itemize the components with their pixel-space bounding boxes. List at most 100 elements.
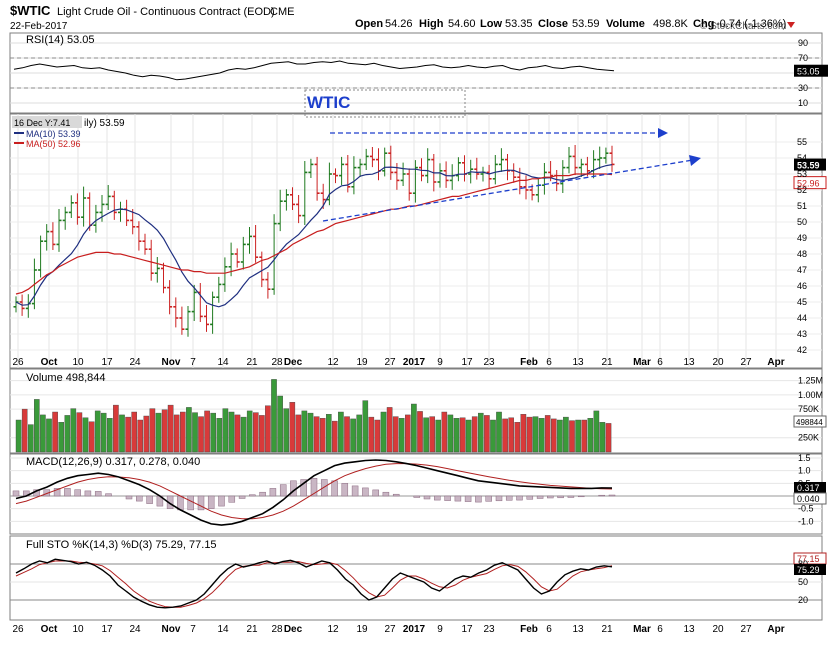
volume-bar bbox=[131, 411, 138, 453]
price-layer: 53.59 52.96 bbox=[13, 145, 827, 337]
ma10-legend: MA(10) 53.39 bbox=[26, 129, 81, 139]
macd-histogram-bar bbox=[105, 493, 112, 497]
volume-label: Volume bbox=[606, 18, 645, 30]
x-tick-label-bottom: 26 bbox=[12, 624, 24, 635]
x-tick-label-bottom: 7 bbox=[190, 624, 196, 635]
macd-histogram-bar bbox=[12, 490, 20, 497]
price-tick-label: 51 bbox=[797, 201, 807, 211]
macd-histogram-bar bbox=[249, 494, 256, 497]
volume-bar bbox=[508, 417, 515, 453]
sto-k-label: 75.29 bbox=[797, 565, 820, 575]
macd-tick-label: 1.0 bbox=[798, 466, 811, 476]
macd-histogram-bar bbox=[279, 484, 287, 497]
volume-bar bbox=[356, 414, 363, 453]
volume-bar bbox=[453, 418, 460, 453]
x-tick-label: Nov bbox=[162, 357, 181, 368]
low-label: Low bbox=[480, 18, 502, 30]
ma50-price-marker bbox=[793, 176, 827, 190]
tooltip-box bbox=[12, 116, 82, 128]
volume-bar bbox=[119, 414, 125, 453]
volume-bar bbox=[234, 414, 241, 453]
watermark: © StockCharts.com bbox=[700, 21, 786, 32]
volume-bar bbox=[307, 412, 314, 453]
macd-histogram-bar bbox=[475, 495, 482, 503]
x-tick-label-bottom: 9 bbox=[437, 624, 443, 635]
instrument-name: Light Crude Oil - Continuous Contract (E… bbox=[57, 6, 275, 18]
volume-bar bbox=[149, 408, 156, 453]
x-tick-label: Feb bbox=[520, 357, 538, 368]
price-tick-label: 47 bbox=[797, 265, 807, 275]
sto-k-line bbox=[15, 558, 613, 609]
close-price-label: 53.59 bbox=[797, 161, 820, 171]
sto-panel bbox=[9, 535, 823, 621]
x-tick-label: Dec bbox=[284, 357, 303, 368]
macd-histogram-bar bbox=[495, 495, 503, 502]
volume-bar bbox=[106, 418, 113, 453]
chart-header: $WTIC Light Crude Oil - Continuous Contr… bbox=[10, 3, 795, 32]
volume-bar bbox=[192, 412, 198, 453]
volume-bar bbox=[551, 418, 557, 453]
volume-value: 498.8K bbox=[653, 18, 689, 30]
x-tick-label: 23 bbox=[483, 357, 495, 368]
volume-bar bbox=[240, 416, 247, 453]
volume-bar bbox=[593, 410, 600, 453]
volume-bar bbox=[350, 418, 356, 453]
macd-histogram-bar bbox=[94, 491, 102, 497]
x-tick-label: 27 bbox=[740, 357, 752, 368]
x-tick-label: 10 bbox=[72, 357, 84, 368]
x-tick-label: 13 bbox=[572, 357, 584, 368]
volume-bar bbox=[155, 412, 162, 453]
annotation-text: WTIC bbox=[307, 93, 350, 112]
volume-bar bbox=[137, 419, 144, 453]
x-tick-label-bottom: 21 bbox=[246, 624, 258, 635]
volume-bar bbox=[301, 410, 308, 453]
volume-bar bbox=[228, 411, 235, 453]
sto-d-label: 77.15 bbox=[797, 554, 820, 564]
macd-tick-label: 0.5 bbox=[798, 478, 811, 488]
tooltip-text: 16 Dec Y:7.41 bbox=[14, 118, 70, 128]
volume-bar bbox=[544, 415, 551, 453]
price-tick-label: 42 bbox=[797, 345, 807, 355]
x-tick-label-bottom: 17 bbox=[101, 624, 113, 635]
macd-histogram-bar bbox=[598, 494, 605, 497]
volume-bar bbox=[581, 419, 587, 453]
volume-bar bbox=[490, 419, 496, 453]
volume-bar bbox=[526, 416, 533, 453]
close-price-marker bbox=[794, 158, 826, 171]
x-tick-label: 17 bbox=[101, 357, 113, 368]
wtic-annotation: WTIC bbox=[304, 89, 466, 118]
price-tick-label: 52 bbox=[797, 185, 807, 195]
macd-histogram-bar bbox=[547, 495, 554, 499]
volume-bar bbox=[15, 419, 22, 453]
ma50-legend: MA(50) 52.96 bbox=[26, 139, 81, 149]
macd-histogram-bar bbox=[444, 495, 451, 501]
x-tick-label-bottom: 6 bbox=[657, 624, 663, 635]
x-tick-label-bottom: 27 bbox=[740, 624, 752, 635]
macd-histogram-bar bbox=[434, 495, 441, 501]
x-tick-label-bottom: Dec bbox=[284, 624, 303, 635]
macd-current-marker bbox=[794, 482, 826, 493]
macd-histogram-bar bbox=[485, 495, 492, 502]
price-panel bbox=[9, 113, 823, 369]
rsi-current-marker bbox=[794, 64, 828, 77]
x-tick-label: 17 bbox=[461, 357, 473, 368]
x-tick-label-bottom: 27 bbox=[384, 624, 396, 635]
volume-bar bbox=[338, 411, 344, 453]
x-tick-label-bottom: 20 bbox=[712, 624, 724, 635]
volume-bar bbox=[417, 411, 423, 453]
panel-titles: RSI(14) 53.05 Volume 498,844 MACD(12,26,… bbox=[26, 34, 217, 551]
price-tick-label: 53 bbox=[797, 169, 807, 179]
price-legend-close: ily) 53.59 bbox=[84, 118, 125, 129]
volume-current-label: 498844 bbox=[796, 418, 823, 427]
volume-bar bbox=[246, 410, 253, 453]
x-tick-label-bottom: 2017 bbox=[403, 624, 426, 635]
macd-line bbox=[15, 459, 613, 526]
macd-histogram-bar bbox=[454, 495, 462, 502]
high-label: High bbox=[419, 18, 444, 30]
open-value: 54.26 bbox=[385, 18, 413, 30]
grid-lines bbox=[10, 114, 822, 368]
volume-bar bbox=[411, 403, 417, 453]
macd-histogram-bar bbox=[331, 480, 338, 497]
volume-bar bbox=[569, 420, 575, 453]
macd-histogram-bar bbox=[238, 495, 246, 499]
